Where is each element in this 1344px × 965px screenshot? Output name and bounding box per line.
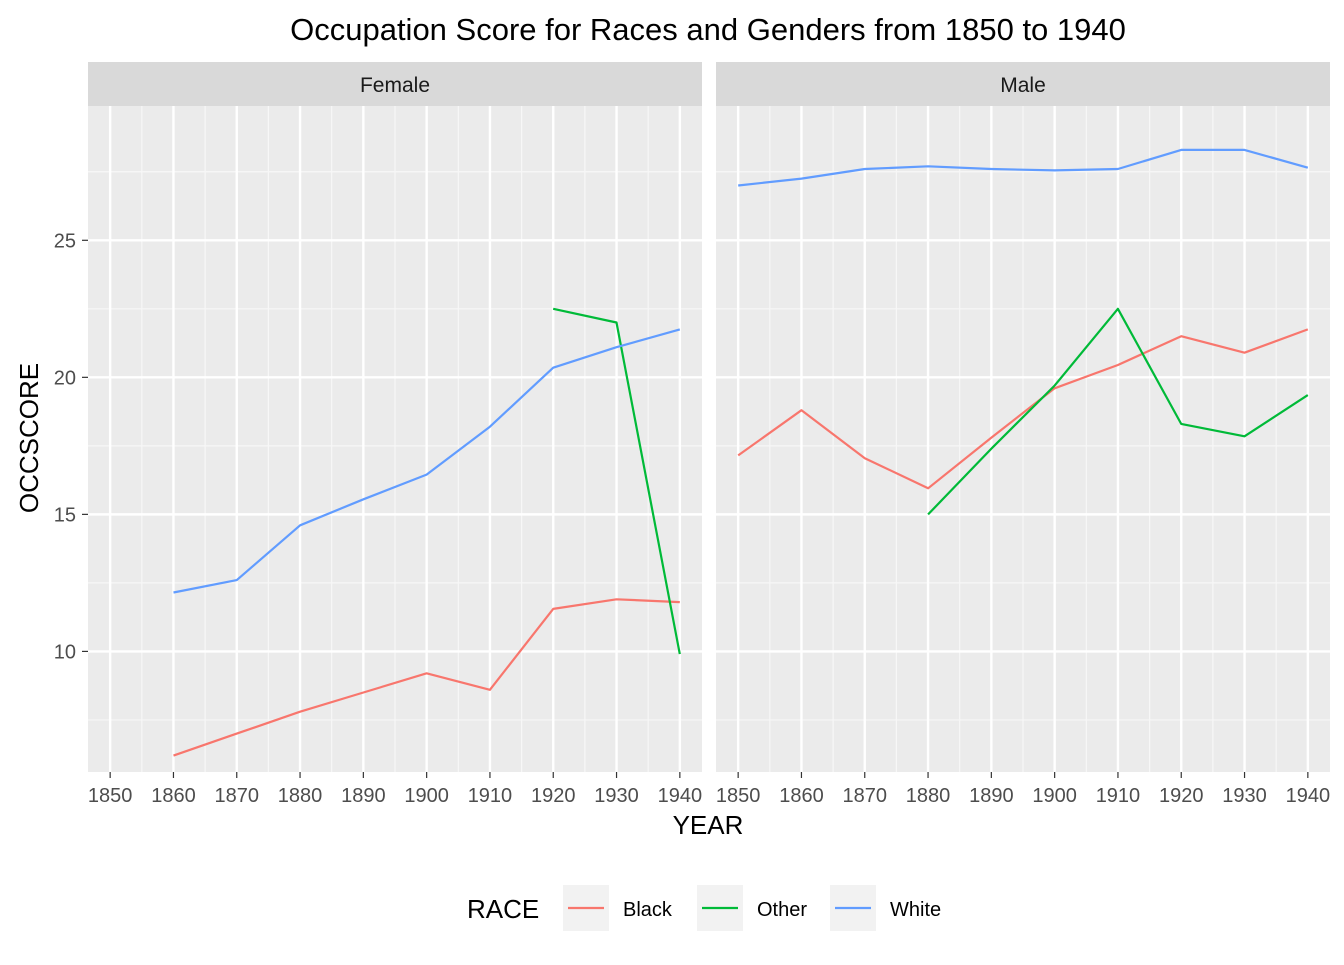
y-tick-label: 10 xyxy=(54,641,76,663)
x-tick-label: 1860 xyxy=(779,785,824,807)
facet-panels: Female 1850 1860 1870 1880 1890 1900 1910 1920 19… xyxy=(54,62,1330,807)
facet-strip xyxy=(88,62,702,106)
x-tick-label: 1940 xyxy=(658,785,703,807)
series-line-other xyxy=(927,307,1309,516)
chart-title: Occupation Score for Races and Genders f… xyxy=(290,12,1126,47)
y-tick-label: 15 xyxy=(54,504,76,526)
series-line-white xyxy=(173,328,681,594)
x-tick-label: 1850 xyxy=(88,785,133,807)
x-tick-label: 1920 xyxy=(1159,785,1204,807)
series-line-black xyxy=(737,328,1309,490)
x-tick-label: 1890 xyxy=(341,785,386,807)
x-tick-label: 1880 xyxy=(278,785,323,807)
legend-title: RACE xyxy=(467,894,539,924)
x-tick-label: 1890 xyxy=(969,785,1014,807)
x-axis-title: YEAR xyxy=(673,810,744,840)
series-line-white xyxy=(738,148,1309,187)
y-tick-label: 20 xyxy=(54,367,76,389)
y-axis-title: OCCSCORE xyxy=(14,363,44,513)
facet-strip-label: Male xyxy=(1000,74,1046,97)
x-tick-label: 1940 xyxy=(1286,785,1331,807)
x-tick-label: 1920 xyxy=(531,785,576,807)
x-tick-label: 1850 xyxy=(716,785,761,807)
panel-male: Male 1850 1860 1870 1880 1890 1900 1910 1920 1930… xyxy=(716,62,1330,807)
x-tick-label: 1910 xyxy=(468,785,513,807)
x-tick-label: 1930 xyxy=(594,785,639,807)
facet-strip xyxy=(716,62,1330,106)
panel-female: Female 1850 1860 1870 1880 1890 1900 1910 1920 19… xyxy=(54,62,702,807)
series-line-black xyxy=(173,598,680,757)
facet-strip-label: Female xyxy=(360,74,430,97)
x-tick-label: 1860 xyxy=(151,785,196,807)
x-tick-label: 1930 xyxy=(1222,785,1267,807)
x-tick-label: 1900 xyxy=(1032,785,1077,807)
x-tick-label: 1870 xyxy=(843,785,888,807)
legend-label-other: Other xyxy=(757,899,807,921)
x-tick-label: 1910 xyxy=(1096,785,1141,807)
legend-label-black: Black xyxy=(623,899,673,921)
x-tick-label: 1900 xyxy=(404,785,449,807)
x-tick-label: 1880 xyxy=(906,785,951,807)
legend: RACE Black Other White xyxy=(467,885,941,931)
series-line-other xyxy=(552,307,681,655)
x-tick-label: 1870 xyxy=(215,785,260,807)
y-tick-label: 25 xyxy=(54,230,76,252)
legend-label-white: White xyxy=(890,899,941,921)
